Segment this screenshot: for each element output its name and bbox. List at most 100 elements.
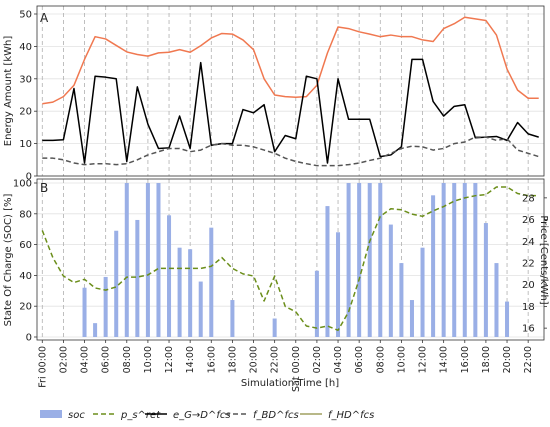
soc-bar	[357, 183, 362, 337]
soc-bar	[462, 183, 467, 337]
panel-a-y-tick-label: 40	[19, 42, 32, 53]
panel-a-y-tick-label: 10	[19, 139, 32, 150]
panel-b-y2-tick-label: 20	[522, 280, 535, 291]
soc-bar	[93, 323, 98, 337]
soc-bar	[135, 219, 140, 337]
panel-b-y-ticks: 0 20 40 60 80 100	[13, 179, 37, 344]
panel-a-y-tick-label: 50	[19, 10, 32, 21]
soc-bar	[431, 195, 436, 337]
panel-b-y-tick-label: 100	[13, 179, 32, 190]
panel-b-price-series	[41, 186, 539, 332]
soc-bar	[167, 215, 172, 337]
series-f-bd-line	[42, 136, 539, 167]
panel-b-soc-bars	[82, 183, 510, 337]
panel-b-y2-tick-label: 26	[522, 215, 535, 226]
x-tick-label: 18:00	[481, 346, 492, 373]
x-tick-label: 16:00	[460, 346, 471, 373]
x-tick-label: 14:00	[439, 346, 450, 373]
panel-b-y2-ticks: 16 18 20 22 24 26 28	[522, 193, 547, 335]
panel-b-y-tick-label: 0	[26, 333, 32, 344]
x-tick-label: 12:00	[164, 346, 175, 373]
soc-bar	[230, 300, 235, 337]
x-tick-label: 20:00	[249, 346, 260, 373]
legend-label-price: p_s^ret	[120, 410, 161, 421]
panel-b-y-tick-label: 80	[19, 209, 32, 220]
soc-bar	[103, 276, 108, 337]
soc-bar	[409, 300, 414, 337]
x-tick-label: 22:00	[270, 346, 281, 373]
x-tick-label: 08:00	[122, 346, 133, 373]
legend-label-e_bd: f_BD^fcs	[253, 410, 299, 421]
panel-a-y-tick-label: 20	[19, 107, 32, 118]
x-tick-label: 02:00	[312, 346, 323, 373]
soc-bar	[325, 206, 330, 337]
x-tick-label: 08:00	[375, 346, 386, 373]
soc-bar	[473, 183, 478, 337]
x-tick-label: 12:00	[418, 346, 429, 373]
x-tick-label: 10:00	[143, 346, 154, 373]
panel-b-y2-tick-label: 28	[522, 193, 535, 204]
panel-b-y-axis-label: State Of Charge (SOC) [%]	[3, 194, 14, 327]
soc-bar	[145, 183, 150, 337]
x-tick-label: Sat 00:00	[291, 346, 302, 392]
panel-a-y-ticks: 0 10 20 30 40 50	[19, 10, 37, 183]
soc-bar	[209, 227, 214, 337]
panel-b-y2-tick-label: 24	[522, 237, 535, 248]
soc-bar	[452, 183, 457, 337]
series-e-gd-line	[42, 58, 539, 164]
soc-bar	[378, 183, 383, 337]
series-price-line	[41, 186, 539, 332]
x-tick-label: 06:00	[101, 346, 112, 373]
panel-b-y2-tick-label: 16	[522, 324, 535, 335]
panel-a-label: A	[40, 11, 49, 25]
panel-a-y-tick-label: 30	[19, 74, 32, 85]
panel-b-soc-price-chart: 0 20 40 60 80 100 16 18 20 22 24 26 28 Fri 00:00 02:…	[3, 179, 549, 392]
soc-bar	[156, 183, 161, 337]
x-tick-label: 20:00	[502, 346, 513, 373]
panel-b-y-tick-label: 40	[19, 271, 32, 282]
soc-bar	[82, 287, 87, 337]
panel-b-y2-tick-label: 22	[522, 259, 535, 270]
x-tick-label: Fri 00:00	[37, 346, 48, 388]
soc-bar	[399, 263, 404, 337]
soc-bar	[336, 232, 341, 337]
panel-a-energy-chart: 0 10 20 30 40 50 A Energy Amount [kWh]	[3, 5, 545, 183]
panel-a-frame	[36, 5, 545, 177]
soc-bar	[272, 318, 277, 337]
x-tick-label: 16:00	[206, 346, 217, 373]
panel-b-y-tick-label: 20	[19, 302, 32, 313]
panel-b-plot-area	[37, 179, 544, 340]
soc-bar	[188, 249, 193, 337]
soc-bar	[367, 183, 372, 337]
legend-label-e_gd: e_G→D^fcs	[173, 410, 231, 421]
panel-a-y-axis-label: Energy Amount [kWh]	[3, 36, 14, 147]
panel-b-x-ticks: Fri 00:00 02:00 04:00 06:00 08:00 10:00 12:00 1…	[37, 340, 534, 392]
panel-a-plot-area	[37, 6, 544, 176]
x-tick-label: 14:00	[185, 346, 196, 373]
legend-swatch-soc	[40, 410, 62, 418]
soc-bar	[494, 263, 499, 337]
x-tick-label: 02:00	[58, 346, 69, 373]
x-tick-label: 22:00	[523, 346, 534, 373]
legend-label-e_hd: f_HD^fcs	[328, 410, 374, 421]
panel-b-y-tick-label: 60	[19, 240, 32, 251]
soc-bar	[420, 247, 425, 337]
panel-b-y2-tick-label: 18	[522, 302, 535, 313]
soc-bar	[314, 270, 319, 337]
soc-bar	[177, 247, 182, 337]
panel-a-y-tick-label: 0	[26, 172, 32, 183]
soc-bar	[483, 223, 488, 337]
panel-b-label: B	[40, 181, 48, 195]
soc-bar	[441, 183, 446, 337]
panel-a-series	[42, 16, 539, 167]
soc-bar	[346, 183, 351, 337]
soc-bar	[388, 224, 393, 337]
legend-label-soc: soc	[68, 410, 85, 421]
legend: soc p_s^ret e_G→D^fcs f_BD^fcs f_HD^fcs	[40, 410, 374, 421]
x-tick-label: 06:00	[354, 346, 365, 373]
x-tick-label: 04:00	[333, 346, 344, 373]
x-tick-label: 18:00	[227, 346, 238, 373]
soc-bar	[198, 281, 203, 337]
series-f-hd-line	[42, 16, 539, 105]
